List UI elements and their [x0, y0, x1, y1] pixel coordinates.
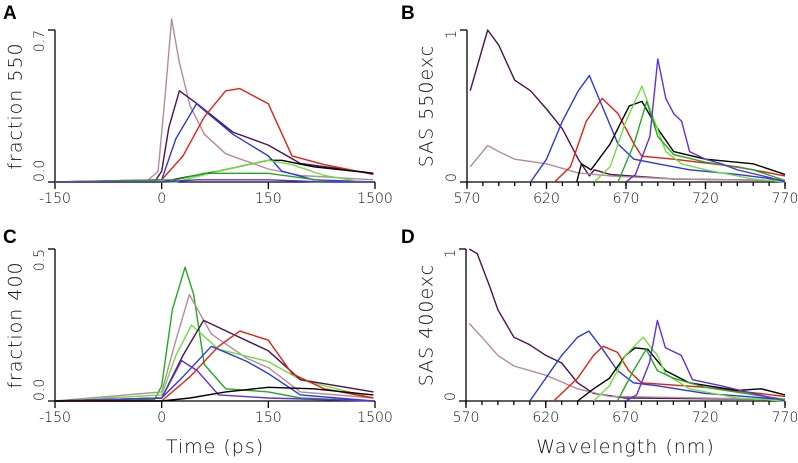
series-line-violet — [625, 319, 786, 402]
series-line-black — [577, 347, 786, 402]
x-tick-label: 0 — [157, 191, 166, 207]
y-tick-label: 1 — [444, 30, 460, 39]
y-tick-label: 0.0 — [32, 160, 48, 182]
x-tick-label: 770 — [772, 191, 798, 207]
series-line-red — [55, 330, 374, 402]
x-tick-label: 720 — [692, 191, 719, 207]
y-axis-title: SAS 400exc — [416, 264, 438, 387]
x-tick-label: 0 — [157, 410, 166, 426]
series-line-black — [576, 100, 786, 183]
x-tick-label: 150 — [255, 191, 282, 207]
x-tick-label: 720 — [692, 410, 719, 426]
series-line-light-green — [54, 324, 374, 402]
panel-a: A -150 0 150 1500 0.0 0.7 fraction 550 — [3, 3, 393, 207]
series-line-blue — [530, 74, 786, 183]
series-line-blue — [529, 330, 786, 402]
y-axis-title: SAS 550exc — [416, 45, 438, 168]
y-tick-label: 0.0 — [32, 379, 48, 401]
series-line-dark-green — [616, 348, 786, 402]
series-line-pink — [468, 323, 786, 401]
panel-letter: B — [401, 3, 415, 24]
panel-letter: C — [3, 227, 17, 248]
x-tick-label: 570 — [454, 191, 481, 207]
series-line-violet — [625, 58, 786, 183]
y-axis-title: fraction 550 — [5, 42, 27, 169]
series-line-dark-purple — [55, 90, 374, 183]
x-axis-title: Time (ps) — [166, 436, 264, 458]
series-line-pink — [54, 18, 374, 183]
series-line-black — [55, 386, 374, 402]
series-line-light-green — [55, 159, 374, 183]
series-line-dark-purple — [469, 29, 786, 182]
series-line-red — [54, 87, 374, 183]
y-tick-label: 0.7 — [32, 30, 48, 52]
y-tick-label: 1 — [443, 249, 459, 258]
series-line-violet — [54, 359, 374, 402]
series-line-blue — [54, 345, 374, 402]
y-axis-title: fraction 400 — [5, 261, 27, 388]
x-tick-label: 670 — [612, 410, 639, 426]
series-line-dark-green — [54, 266, 374, 402]
panel-letter: A — [3, 3, 17, 24]
y-tick-label: 0.5 — [32, 249, 48, 271]
x-axis-title: Wavelength (nm) — [536, 436, 714, 458]
panel-letter: D — [401, 227, 415, 248]
x-tick-label: 1500 — [357, 410, 393, 426]
panel-d: D 570 620 670 720 770 0 1 SAS 400exc Wavelength (… — [401, 227, 798, 458]
panel-c: C -150 0 150 1500 0.0 0.5 fraction 400 Time (ps) — [3, 227, 393, 458]
series-line-red — [554, 97, 786, 183]
x-tick-label: 150 — [255, 410, 282, 426]
series-line-pink — [54, 293, 374, 402]
x-tick-label: 670 — [613, 191, 640, 207]
series-line-pink — [469, 144, 786, 182]
x-tick-label: 770 — [772, 410, 798, 426]
series-line-dark-purple — [468, 248, 786, 401]
series-line-light-green — [593, 85, 786, 183]
x-tick-label: -150 — [39, 410, 71, 426]
series-line-black — [55, 159, 374, 183]
series-line-dark-green — [617, 100, 786, 183]
y-tick-label: 0 — [444, 173, 460, 182]
y-tick-label: 0 — [443, 392, 459, 401]
x-tick-label: 570 — [453, 410, 480, 426]
x-tick-label: 1500 — [357, 191, 393, 207]
series-line-blue — [54, 103, 374, 183]
x-tick-label: 620 — [532, 410, 559, 426]
x-tick-label: -150 — [39, 191, 71, 207]
series-line-light-green — [593, 336, 786, 402]
panel-b: B 570 620 670 720 770 0 1 SAS 550exc — [401, 3, 798, 207]
x-tick-label: 620 — [533, 191, 560, 207]
series-line-violet — [55, 179, 374, 183]
